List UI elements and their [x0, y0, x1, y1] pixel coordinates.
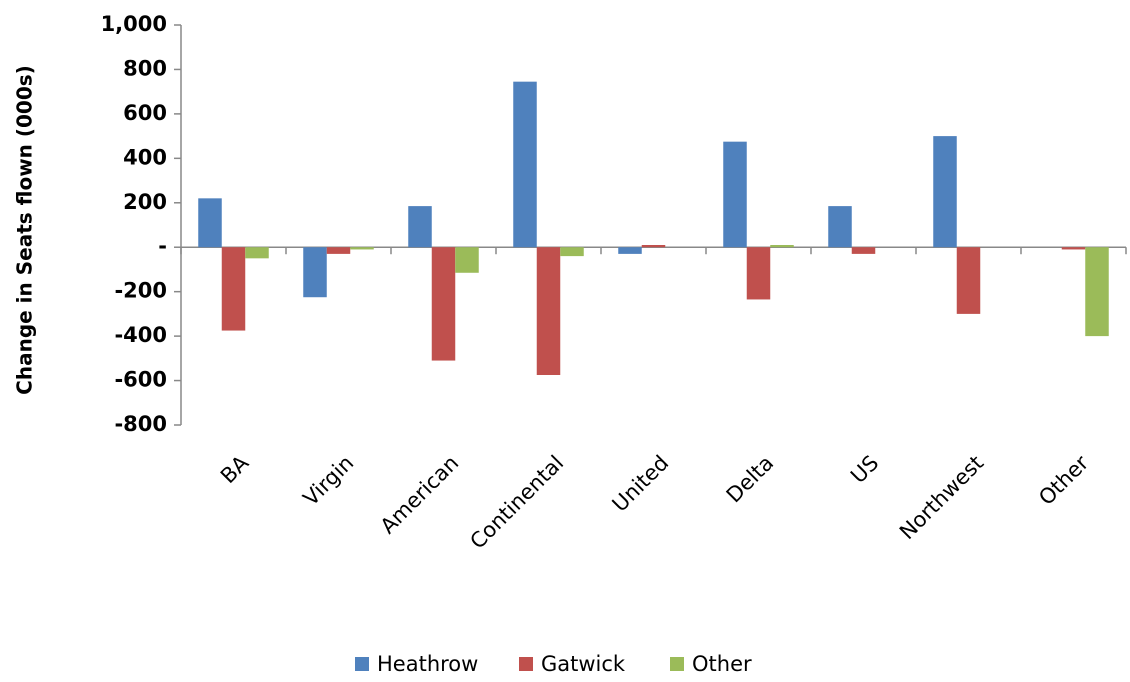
bar: [956, 247, 981, 314]
x-tick-label: American: [376, 451, 464, 539]
bar: [1061, 247, 1086, 250]
legend-swatch: [519, 657, 533, 671]
bar: [350, 247, 374, 250]
x-tick-label: Northwest: [895, 451, 988, 544]
bar: [933, 136, 957, 248]
bar: [326, 247, 351, 254]
bar: [431, 247, 456, 361]
bar: [455, 247, 479, 273]
bar: [408, 206, 432, 248]
bar: [560, 247, 584, 257]
bar: [245, 247, 269, 259]
x-tick-label: Delta: [722, 451, 779, 508]
y-tick-label: 1,000: [101, 12, 167, 36]
bar: [1085, 247, 1109, 337]
x-tick-label: United: [608, 451, 674, 517]
y-tick-label: -200: [114, 279, 167, 303]
y-tick-label: -800: [114, 412, 167, 436]
bar: [851, 247, 876, 254]
legend-label: Gatwick: [541, 652, 626, 676]
y-tick-label: -600: [114, 368, 167, 392]
bar: [770, 245, 794, 248]
y-tick-label: 400: [123, 145, 167, 169]
x-tick-label: Virgin: [299, 451, 359, 511]
bar: [723, 141, 747, 248]
y-tick-label: 200: [123, 190, 167, 214]
legend-label: Other: [692, 652, 752, 676]
y-tick-label: 800: [123, 56, 167, 80]
bar: [221, 247, 246, 331]
legend-label: Heathrow: [377, 652, 478, 676]
bar: [828, 206, 852, 248]
x-tick-label: Other: [1034, 451, 1093, 510]
y-axis-title: Change in Seats flown (000s): [13, 65, 37, 395]
x-tick-label: Continental: [465, 451, 568, 554]
bar: [618, 247, 642, 254]
y-tick-label: -400: [114, 323, 167, 347]
legend-swatch: [670, 657, 684, 671]
legend-swatch: [355, 657, 369, 671]
y-tick-label: -: [158, 234, 167, 258]
bar: [536, 247, 561, 375]
y-tick-label: 600: [123, 101, 167, 125]
bar: [641, 245, 666, 248]
x-tick-label: BA: [216, 450, 254, 488]
x-tick-label: US: [846, 451, 883, 488]
bar: [303, 247, 327, 298]
bar: [198, 198, 222, 248]
bar: [513, 81, 537, 248]
bar: [746, 247, 771, 300]
